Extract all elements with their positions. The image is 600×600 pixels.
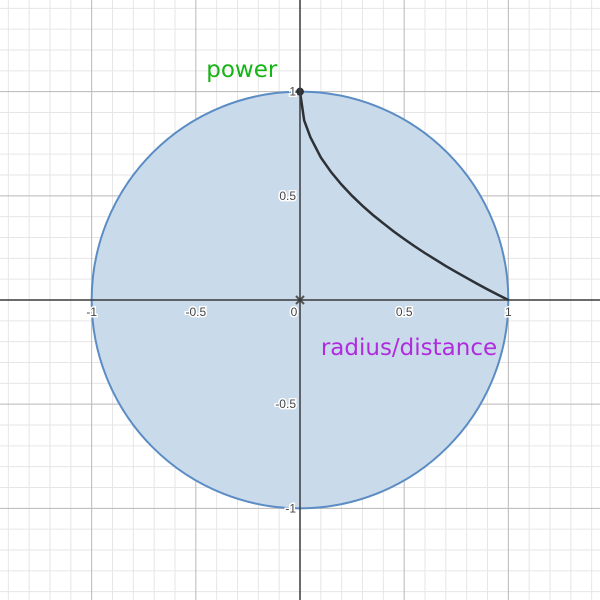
- x-tick-label: 0.5: [396, 305, 413, 319]
- annotations: power radius/distance: [206, 57, 497, 361]
- x-tick-label: -1: [86, 305, 97, 319]
- x-tick-label: -0.5: [185, 305, 206, 319]
- y-tick-label: 0.5: [279, 189, 296, 203]
- x-tick-label: 1: [505, 305, 512, 319]
- power-annotation: power: [206, 57, 278, 83]
- power-curve: [298, 91, 509, 302]
- y-tick-label: -1: [285, 501, 296, 515]
- tick-labels: -1 -0.5 0 0.5 1 1 0.5 -0.5 -1: [85, 83, 514, 517]
- radius-distance-annotation: radius/distance: [321, 335, 497, 361]
- y-tick-label: 1: [289, 85, 296, 99]
- x-tick-label: 0: [291, 305, 298, 319]
- y-tick-label: -0.5: [275, 397, 296, 411]
